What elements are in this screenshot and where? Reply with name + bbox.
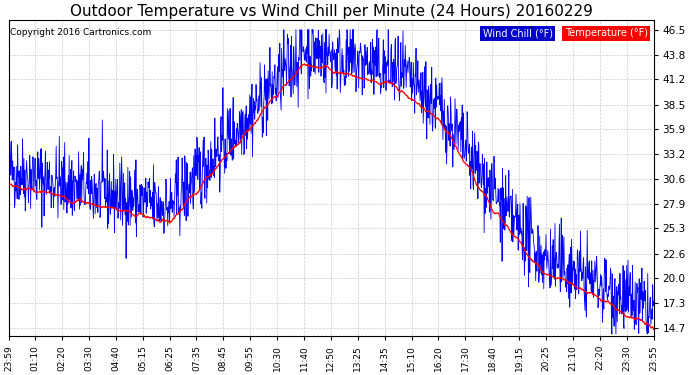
Text: Wind Chill (°F): Wind Chill (°F): [483, 28, 553, 38]
Title: Outdoor Temperature vs Wind Chill per Minute (24 Hours) 20160229: Outdoor Temperature vs Wind Chill per Mi…: [70, 4, 593, 19]
Text: Temperature (°F): Temperature (°F): [564, 28, 647, 38]
Text: Copyright 2016 Cartronics.com: Copyright 2016 Cartronics.com: [10, 28, 151, 37]
